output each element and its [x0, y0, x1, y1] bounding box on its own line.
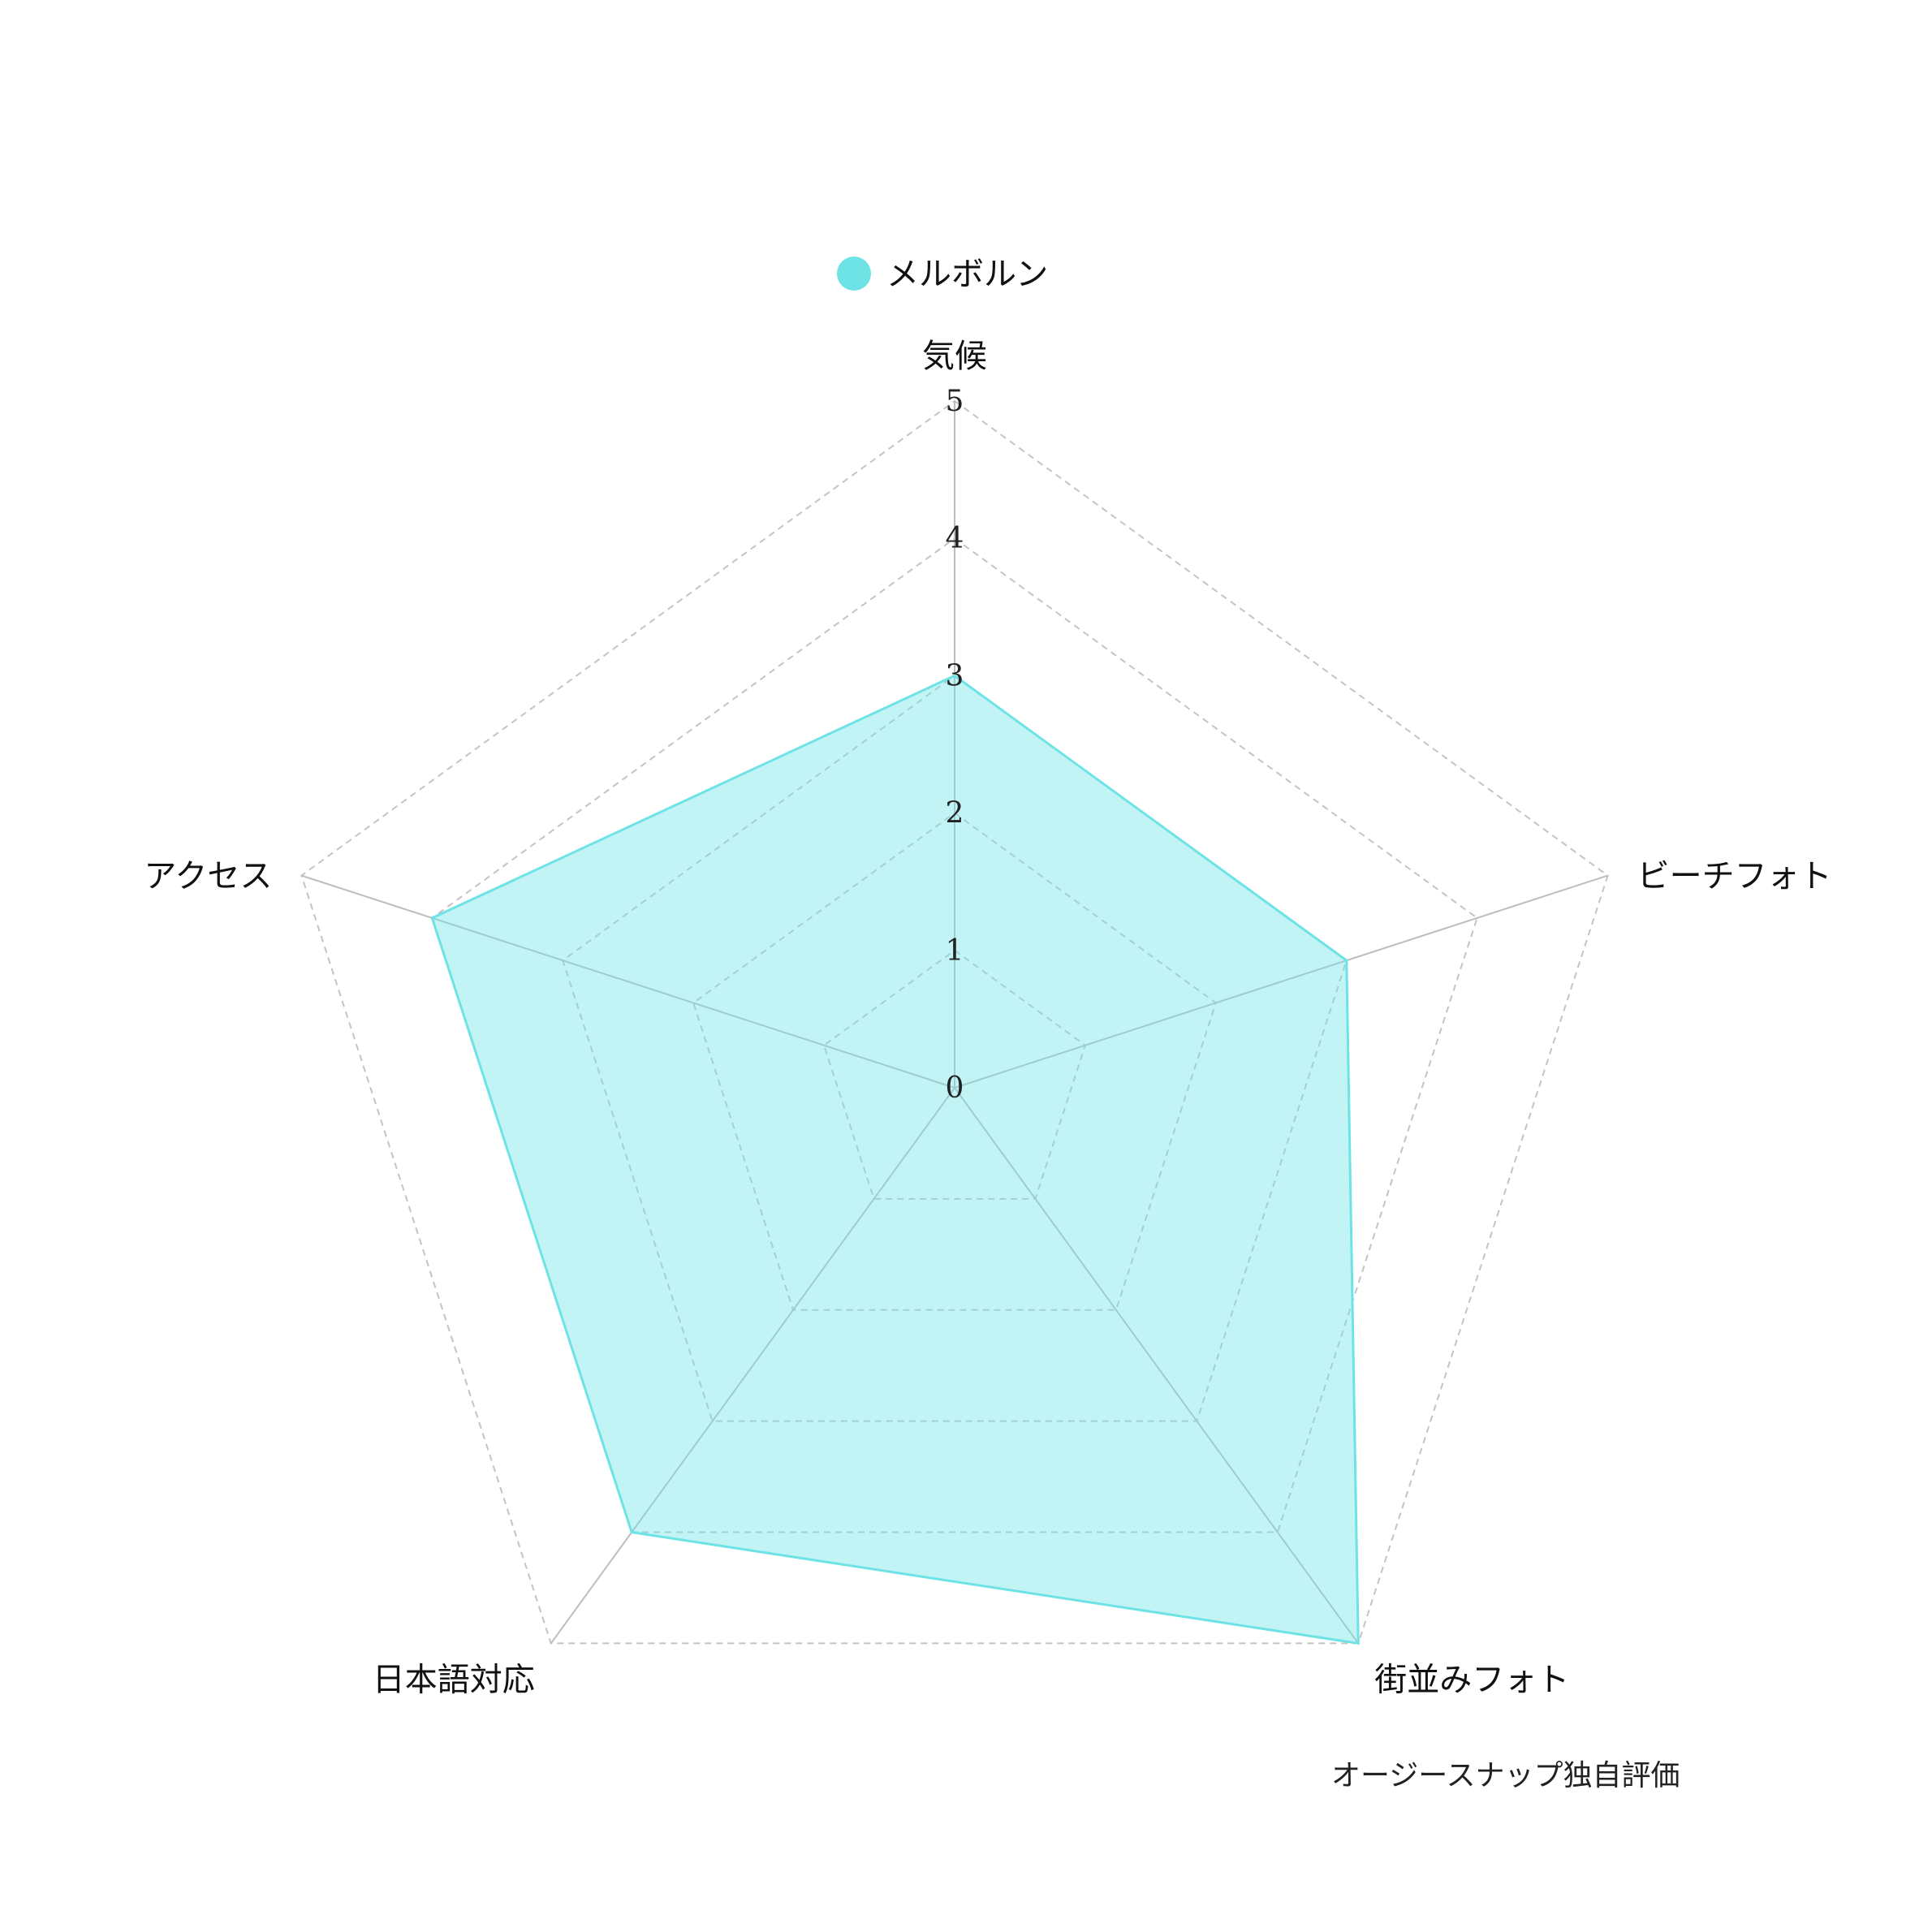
- data-point: [953, 674, 956, 677]
- axis-spoke: [550, 1087, 955, 1645]
- tick-label: 1: [946, 934, 964, 968]
- series-area: [430, 674, 1360, 1645]
- data-point: [1345, 959, 1348, 962]
- axis-spoke: [954, 1087, 1360, 1645]
- axis-label: 気候: [922, 338, 987, 375]
- grid-ring-4: [431, 537, 1478, 1533]
- legend-marker: [837, 257, 871, 291]
- axis-label: 日本語対応: [373, 1661, 535, 1698]
- axis-label: アクセス: [144, 858, 272, 895]
- grid-ring-5: [300, 399, 1609, 1645]
- tick-label: 0: [946, 1072, 964, 1105]
- tick-label: 5: [946, 385, 964, 418]
- tick-label: 3: [946, 659, 964, 692]
- grid-ring-2: [692, 812, 1218, 1311]
- axis-label: 街並みフォト: [1374, 1661, 1569, 1698]
- tick-label: 2: [946, 797, 964, 830]
- data-point: [1356, 1641, 1360, 1645]
- axis-spokes: [301, 401, 1608, 1645]
- radial-ticks: 0 1 2 3 4 5: [946, 385, 964, 1105]
- data-point: [430, 916, 433, 920]
- legend: メルボルン: [837, 256, 1048, 293]
- series-polygon: [430, 674, 1360, 1645]
- grid-ring-1: [822, 949, 1087, 1200]
- legend-label: メルボルン: [886, 256, 1048, 293]
- axis-label: ビーチフォト: [1637, 858, 1832, 895]
- tick-label: 4: [946, 522, 964, 555]
- data-point: [630, 1531, 633, 1534]
- axis-spoke: [954, 874, 1608, 1089]
- source-note: オージースナップ独自評価: [1331, 1759, 1680, 1792]
- axis-spoke: [301, 874, 955, 1089]
